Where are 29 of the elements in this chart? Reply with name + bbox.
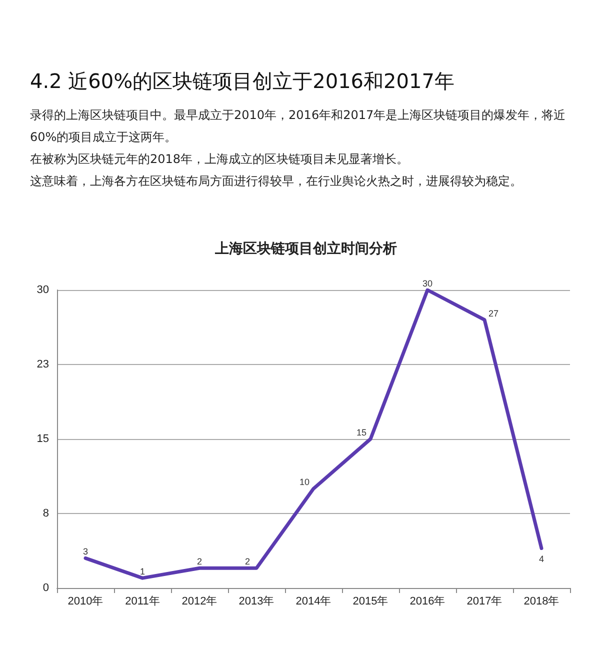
x-tick-label: 2014年 [296,596,332,608]
y-tick-label: 15 [36,433,49,445]
text: 这意味着，上海各方在区块链布局方面进行得较早，在行业舆论火热之时，进展得较为稳定。 [30,173,523,190]
data-label: 30 [422,278,433,288]
y-tick-label: 30 [36,284,49,296]
y-tick-label: 0 [42,582,49,594]
data-label: 2 [196,556,202,567]
chart-subtitle: 4.2 近60%的区块链项目创立于2016和2017年 [30,68,454,95]
chart-title: 上海区块链项目创立时间分析 [214,240,397,256]
line-series [84,288,544,580]
x-tick-label: 2016年 [410,596,446,608]
data-label: 4 [538,554,544,564]
y-tick-label: 23 [36,358,49,370]
data-label: 10 [299,477,310,488]
x-tick-label: 2012年 [182,596,218,608]
data-label: 15 [356,428,367,438]
x-tick-label: 2015年 [352,596,388,608]
x-tick-label: 2017年 [466,596,502,608]
data-label: 1 [140,566,146,577]
data-label: 3 [82,546,88,557]
x-tick-label: 2010年 [68,596,104,608]
text: 录得的上海区块链项目中。最早成立于2010年，2016年和2017年是上海区块链项目的爆发年，将近60%的项目成立于这两年。 [30,107,567,146]
x-tick-label: 2018年 [524,596,560,608]
data-label: 2 [244,556,250,567]
y-tick-label: 8 [42,508,49,520]
data-label: 27 [488,308,499,318]
text: 在被称为区块链元年的2018年，上海成立的区块链项目未见显著增长。 [30,151,410,168]
x-tick-label: 2011年 [125,596,160,608]
x-tick-label: 2013年 [238,596,274,608]
